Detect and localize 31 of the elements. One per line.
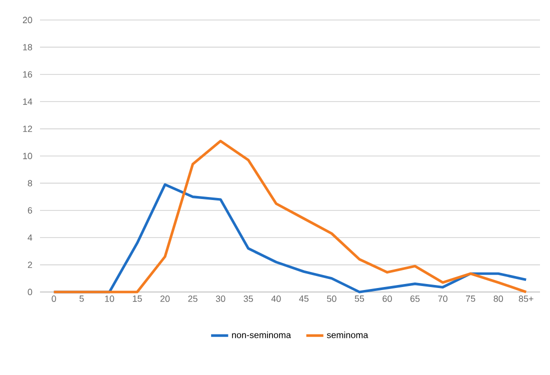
y-tick-label: 14	[23, 98, 32, 105]
x-tick-label: 40	[271, 296, 281, 302]
x-tick-label: 55	[354, 296, 364, 302]
y-tick-label: 18	[23, 44, 32, 50]
y-tick-label: 4	[28, 234, 32, 241]
x-tick-label: 25	[188, 296, 198, 302]
y-tick-label: 8	[28, 180, 32, 186]
y-tick-label: 12	[23, 126, 32, 132]
x-tick-label: 45	[299, 296, 309, 302]
x-tick-label: 15	[132, 296, 142, 302]
x-tick-label: 10	[105, 296, 114, 302]
y-tick-label: 2	[28, 262, 32, 268]
y-tick-label: 20	[22, 16, 32, 24]
x-tick-label: 70	[438, 296, 448, 302]
y-tick-label: 0	[28, 288, 32, 296]
x-tick-label: 80	[494, 296, 503, 302]
legend-label: non-seminoma	[232, 332, 291, 338]
x-tick-label: 65	[410, 296, 420, 302]
y-tick-label: 10	[23, 152, 32, 160]
y-tick-label: 16	[23, 71, 32, 78]
x-tick-label: 35	[244, 296, 253, 302]
y-tick-label: 6	[28, 207, 32, 214]
x-tick-label: 75	[466, 296, 476, 302]
x-tick-label: 20	[160, 296, 170, 302]
legend-label: seminoma	[326, 332, 368, 338]
x-tick-label: 5	[80, 296, 84, 302]
x-tick-label: 0	[52, 296, 56, 302]
x-tick-label: 60	[382, 296, 392, 302]
x-tick-label: 85+	[518, 296, 534, 302]
x-tick-label: 50	[327, 296, 336, 302]
x-tick-label: 30	[216, 296, 226, 302]
